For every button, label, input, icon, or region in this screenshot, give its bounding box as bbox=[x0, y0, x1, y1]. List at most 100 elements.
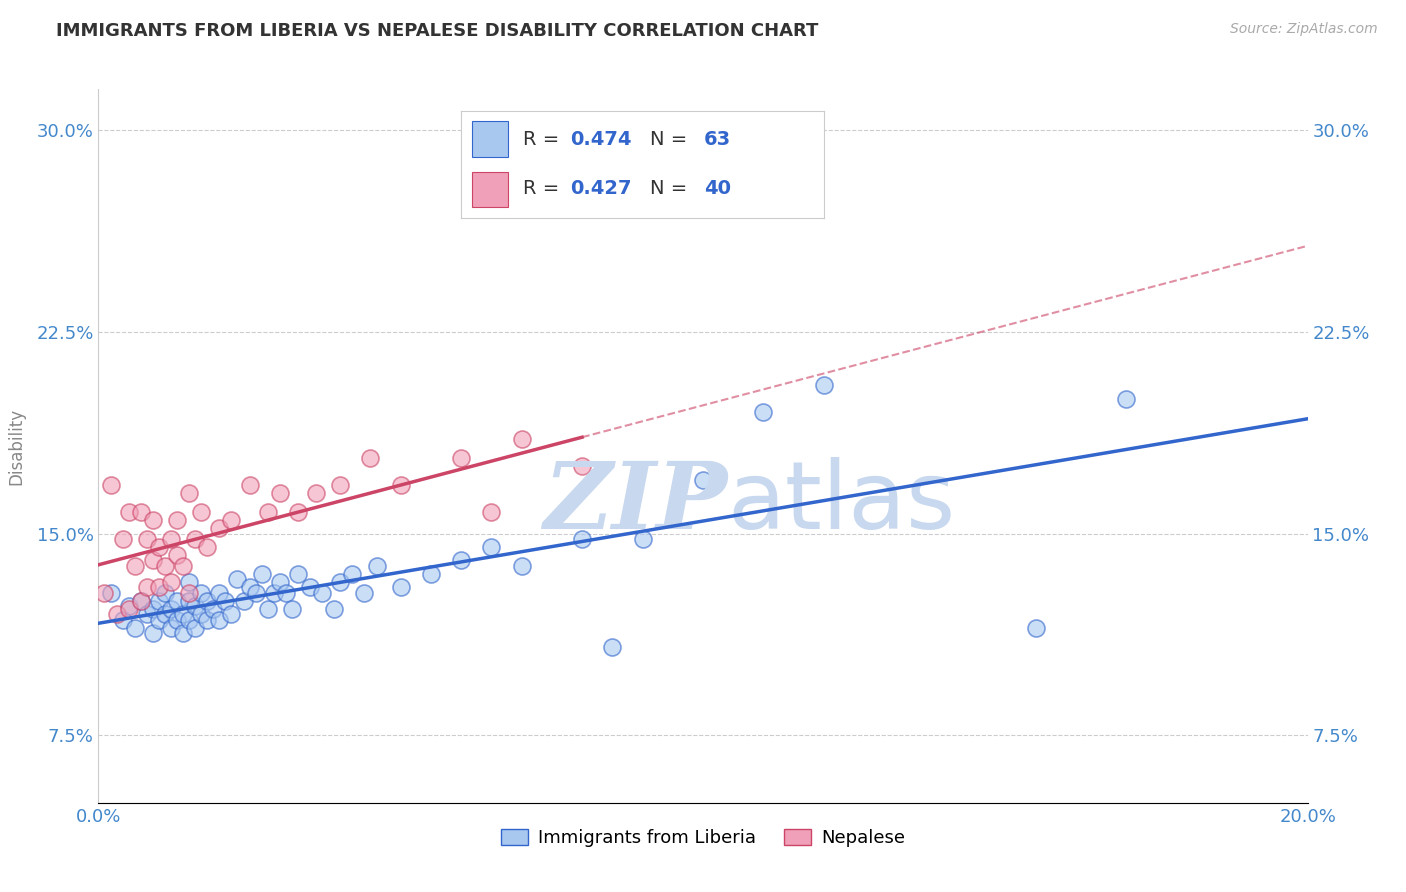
Point bbox=[148, 594, 170, 608]
Point bbox=[323, 602, 346, 616]
Point bbox=[1115, 392, 1137, 406]
Point bbox=[172, 558, 194, 573]
Point bbox=[160, 621, 183, 635]
Point bbox=[256, 505, 278, 519]
Point bbox=[571, 532, 593, 546]
Point bbox=[172, 626, 194, 640]
Point bbox=[142, 602, 165, 616]
Point bbox=[160, 602, 183, 616]
Point bbox=[179, 613, 201, 627]
Point bbox=[153, 607, 176, 622]
Point bbox=[813, 378, 835, 392]
Point bbox=[1024, 621, 1046, 635]
Point bbox=[420, 566, 443, 581]
Point bbox=[111, 532, 134, 546]
Point bbox=[208, 586, 231, 600]
Point bbox=[135, 532, 157, 546]
Point bbox=[129, 505, 152, 519]
Point bbox=[287, 566, 309, 581]
Point bbox=[135, 607, 157, 622]
Point bbox=[366, 558, 388, 573]
Y-axis label: Disability: Disability bbox=[7, 408, 25, 484]
Point bbox=[129, 594, 152, 608]
Point bbox=[202, 602, 225, 616]
Point bbox=[226, 572, 249, 586]
Point bbox=[148, 580, 170, 594]
Point bbox=[111, 613, 134, 627]
Point bbox=[239, 478, 262, 492]
Point bbox=[208, 613, 231, 627]
Point bbox=[124, 558, 146, 573]
Point bbox=[208, 521, 231, 535]
Point bbox=[93, 586, 115, 600]
Point bbox=[311, 586, 333, 600]
Point bbox=[184, 532, 207, 546]
Point bbox=[190, 607, 212, 622]
Point bbox=[124, 621, 146, 635]
Point bbox=[118, 505, 141, 519]
Point bbox=[148, 613, 170, 627]
Point bbox=[142, 513, 165, 527]
Point bbox=[269, 574, 291, 589]
Point bbox=[510, 558, 533, 573]
Point bbox=[232, 594, 254, 608]
Point bbox=[450, 451, 472, 466]
Point bbox=[389, 478, 412, 492]
Point bbox=[481, 540, 503, 554]
Point bbox=[221, 513, 243, 527]
Point bbox=[245, 586, 267, 600]
Point bbox=[166, 513, 188, 527]
Point bbox=[129, 594, 152, 608]
Point bbox=[250, 566, 273, 581]
Point bbox=[631, 532, 654, 546]
Point bbox=[153, 586, 176, 600]
Point bbox=[105, 607, 128, 622]
Point bbox=[263, 586, 285, 600]
Point bbox=[160, 532, 183, 546]
Text: atlas: atlas bbox=[727, 457, 956, 549]
Legend: Immigrants from Liberia, Nepalese: Immigrants from Liberia, Nepalese bbox=[494, 822, 912, 855]
Point bbox=[195, 613, 218, 627]
Point bbox=[269, 486, 291, 500]
Point bbox=[602, 640, 624, 654]
Point bbox=[172, 607, 194, 622]
Point bbox=[287, 505, 309, 519]
Point bbox=[481, 505, 503, 519]
Point bbox=[274, 586, 297, 600]
Point bbox=[160, 574, 183, 589]
Point bbox=[179, 486, 201, 500]
Point bbox=[329, 478, 352, 492]
Point bbox=[153, 558, 176, 573]
Point bbox=[299, 580, 322, 594]
Point bbox=[360, 451, 382, 466]
Point bbox=[256, 602, 278, 616]
Point bbox=[184, 621, 207, 635]
Point bbox=[329, 574, 352, 589]
Point bbox=[166, 613, 188, 627]
Point bbox=[342, 566, 364, 581]
Point bbox=[195, 594, 218, 608]
Point bbox=[450, 553, 472, 567]
Point bbox=[142, 553, 165, 567]
Point bbox=[166, 548, 188, 562]
Point bbox=[118, 602, 141, 616]
Point bbox=[195, 540, 218, 554]
Point bbox=[135, 580, 157, 594]
Point bbox=[184, 599, 207, 614]
Point bbox=[179, 586, 201, 600]
Point bbox=[190, 586, 212, 600]
Point bbox=[179, 594, 201, 608]
Point bbox=[571, 459, 593, 474]
Point bbox=[692, 473, 714, 487]
Point bbox=[239, 580, 262, 594]
Text: IMMIGRANTS FROM LIBERIA VS NEPALESE DISABILITY CORRELATION CHART: IMMIGRANTS FROM LIBERIA VS NEPALESE DISA… bbox=[56, 22, 818, 40]
Point bbox=[148, 540, 170, 554]
Point bbox=[353, 586, 375, 600]
Point bbox=[510, 432, 533, 446]
Point bbox=[100, 586, 122, 600]
Point bbox=[166, 594, 188, 608]
Text: ZIP: ZIP bbox=[543, 458, 727, 548]
Point bbox=[389, 580, 412, 594]
Point bbox=[752, 405, 775, 419]
Point bbox=[118, 599, 141, 614]
